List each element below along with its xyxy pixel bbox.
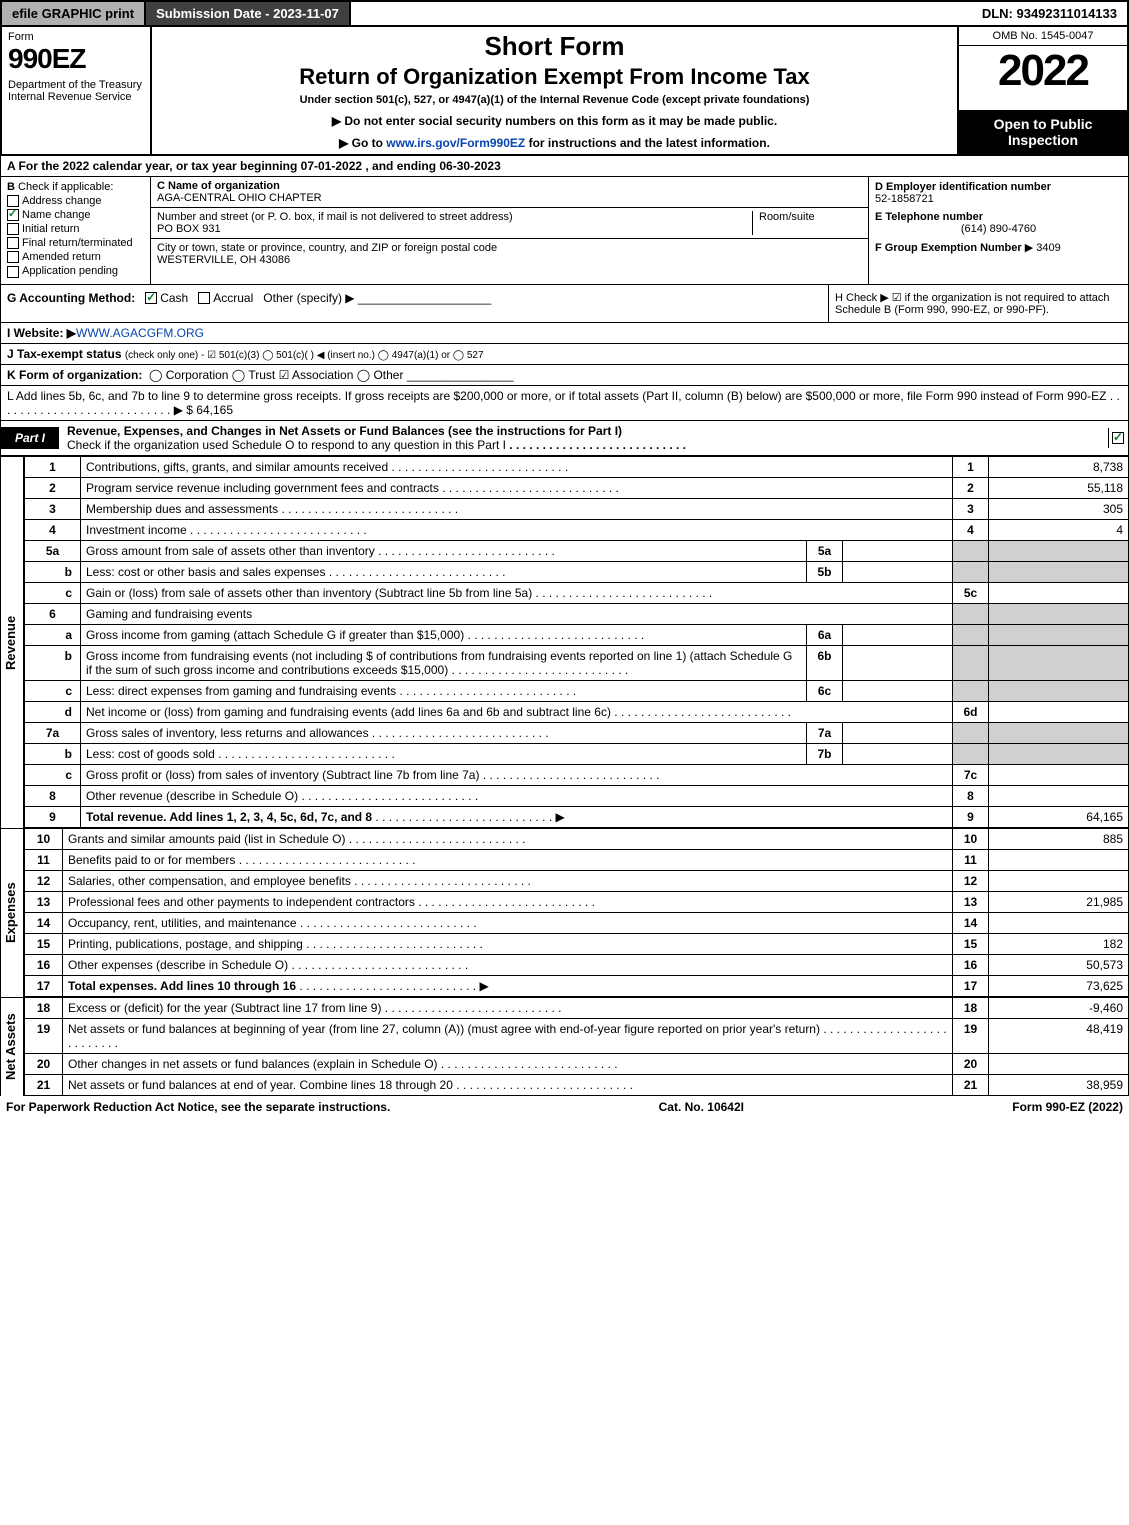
line-k: K Form of organization: ◯ Corporation ◯ … bbox=[0, 365, 1129, 386]
street: PO BOX 931 bbox=[157, 223, 221, 235]
expenses-section: Expenses 10Grants and similar amounts pa… bbox=[0, 828, 1129, 997]
table-row: 12Salaries, other compensation, and empl… bbox=[25, 870, 1129, 891]
header-left: Form 990EZ Department of the Treasury In… bbox=[2, 27, 152, 154]
irs-link[interactable]: www.irs.gov/Form990EZ bbox=[386, 136, 525, 150]
cb-accrual[interactable] bbox=[198, 292, 210, 304]
part1-schedule-o-check[interactable] bbox=[1108, 428, 1128, 448]
line-i: I Website: ▶WWW.AGACGFM.ORG bbox=[0, 323, 1129, 344]
expenses-label: Expenses bbox=[0, 828, 24, 997]
note-ssn: ▶ Do not enter social security numbers o… bbox=[156, 114, 953, 128]
table-row: 1Contributions, gifts, grants, and simil… bbox=[25, 456, 1129, 477]
table-row: 15Printing, publications, postage, and s… bbox=[25, 933, 1129, 954]
omb-number: OMB No. 1545-0047 bbox=[959, 27, 1127, 46]
form-number: 990EZ bbox=[8, 43, 144, 75]
org-name: AGA-CENTRAL OHIO CHAPTER bbox=[157, 192, 322, 204]
phone: (614) 890-4760 bbox=[875, 223, 1122, 235]
gross-receipts-value: ▶ $ 64,165 bbox=[174, 403, 233, 417]
table-row: cGross profit or (loss) from sales of in… bbox=[25, 764, 1129, 785]
block-def: D Employer identification number 52-1858… bbox=[868, 177, 1128, 284]
block-gh: G Accounting Method: Cash Accrual Other … bbox=[0, 285, 1129, 323]
cb-initial-return[interactable]: Initial return bbox=[7, 223, 144, 235]
table-row: 6Gaming and fundraising events bbox=[25, 603, 1129, 624]
dln-label: DLN: 93492311014133 bbox=[972, 2, 1127, 25]
footer-left: For Paperwork Reduction Act Notice, see … bbox=[6, 1100, 390, 1114]
ein: 52-1858721 bbox=[875, 193, 1122, 205]
line-g: G Accounting Method: Cash Accrual Other … bbox=[1, 285, 828, 322]
block-c: C Name of organizationAGA-CENTRAL OHIO C… bbox=[151, 177, 868, 284]
table-row: 3Membership dues and assessments 3305 bbox=[25, 498, 1129, 519]
netassets-table: 18Excess or (deficit) for the year (Subt… bbox=[24, 997, 1129, 1096]
table-row: cLess: direct expenses from gaming and f… bbox=[25, 680, 1129, 701]
table-row: 4Investment income 44 bbox=[25, 519, 1129, 540]
revenue-table: 1Contributions, gifts, grants, and simil… bbox=[24, 456, 1129, 828]
table-row: 21Net assets or fund balances at end of … bbox=[25, 1074, 1129, 1095]
table-row: 16Other expenses (describe in Schedule O… bbox=[25, 954, 1129, 975]
part1-header: Part I Revenue, Expenses, and Changes in… bbox=[0, 421, 1129, 456]
table-row: 18Excess or (deficit) for the year (Subt… bbox=[25, 997, 1129, 1018]
form-label: Form bbox=[8, 31, 144, 43]
inspection-badge: Open to Public Inspection bbox=[959, 110, 1127, 154]
footer-center: Cat. No. 10642I bbox=[659, 1100, 744, 1114]
table-row: 5aGross amount from sale of assets other… bbox=[25, 540, 1129, 561]
footer: For Paperwork Reduction Act Notice, see … bbox=[0, 1096, 1129, 1118]
form-header: Form 990EZ Department of the Treasury In… bbox=[0, 27, 1129, 156]
group-exemption: ▶ 3409 bbox=[1025, 242, 1061, 254]
table-row: 14Occupancy, rent, utilities, and mainte… bbox=[25, 912, 1129, 933]
table-row: 10Grants and similar amounts paid (list … bbox=[25, 828, 1129, 849]
line-h: H Check ▶ ☑ if the organization is not r… bbox=[828, 285, 1128, 322]
revenue-section: Revenue 1Contributions, gifts, grants, a… bbox=[0, 456, 1129, 828]
header-center: Short Form Return of Organization Exempt… bbox=[152, 27, 957, 154]
table-row: aGross income from gaming (attach Schedu… bbox=[25, 624, 1129, 645]
expenses-table: 10Grants and similar amounts paid (list … bbox=[24, 828, 1129, 997]
cb-cash[interactable] bbox=[145, 292, 157, 304]
table-row: 2Program service revenue including gover… bbox=[25, 477, 1129, 498]
submission-date-button[interactable]: Submission Date - 2023-11-07 bbox=[146, 2, 351, 25]
revenue-label: Revenue bbox=[0, 456, 24, 828]
block-b: B Check if applicable: Address change Na… bbox=[1, 177, 151, 284]
block-bc: B Check if applicable: Address change Na… bbox=[0, 177, 1129, 285]
cb-amended-return[interactable]: Amended return bbox=[7, 251, 144, 263]
title-main: Return of Organization Exempt From Incom… bbox=[156, 64, 953, 90]
cb-name-change[interactable]: Name change bbox=[7, 209, 144, 221]
table-row: 17Total expenses. Add lines 10 through 1… bbox=[25, 975, 1129, 996]
table-row: bLess: cost or other basis and sales exp… bbox=[25, 561, 1129, 582]
note-link: ▶ Go to www.irs.gov/Form990EZ for instru… bbox=[156, 136, 953, 150]
cb-application-pending[interactable]: Application pending bbox=[7, 265, 144, 277]
dept-label: Department of the Treasury Internal Reve… bbox=[8, 79, 144, 103]
table-row: 7aGross sales of inventory, less returns… bbox=[25, 722, 1129, 743]
table-row: dNet income or (loss) from gaming and fu… bbox=[25, 701, 1129, 722]
table-row: 8Other revenue (describe in Schedule O) … bbox=[25, 785, 1129, 806]
cb-final-return[interactable]: Final return/terminated bbox=[7, 237, 144, 249]
netassets-label: Net Assets bbox=[0, 997, 24, 1096]
table-row: bGross income from fundraising events (n… bbox=[25, 645, 1129, 680]
table-row: 20Other changes in net assets or fund ba… bbox=[25, 1053, 1129, 1074]
table-row: bLess: cost of goods sold 7b bbox=[25, 743, 1129, 764]
table-row: cGain or (loss) from sale of assets othe… bbox=[25, 582, 1129, 603]
table-row: 19Net assets or fund balances at beginni… bbox=[25, 1018, 1129, 1053]
line-a: A For the 2022 calendar year, or tax yea… bbox=[0, 156, 1129, 177]
netassets-section: Net Assets 18Excess or (deficit) for the… bbox=[0, 997, 1129, 1096]
table-row: 11Benefits paid to or for members 11 bbox=[25, 849, 1129, 870]
table-row: 9Total revenue. Add lines 1, 2, 3, 4, 5c… bbox=[25, 806, 1129, 827]
header-right: OMB No. 1545-0047 2022 Open to Public In… bbox=[957, 27, 1127, 154]
line-j: J Tax-exempt status (check only one) - ☑… bbox=[0, 344, 1129, 365]
cb-address-change[interactable]: Address change bbox=[7, 195, 144, 207]
efile-print-button[interactable]: efile GRAPHIC print bbox=[2, 2, 146, 25]
topbar: efile GRAPHIC print Submission Date - 20… bbox=[0, 0, 1129, 27]
tax-year: 2022 bbox=[959, 46, 1127, 110]
subtitle: Under section 501(c), 527, or 4947(a)(1)… bbox=[156, 94, 953, 106]
line-l: L Add lines 5b, 6c, and 7b to line 9 to … bbox=[0, 386, 1129, 421]
city: WESTERVILLE, OH 43086 bbox=[157, 254, 290, 266]
title-short-form: Short Form bbox=[156, 31, 953, 62]
website-link[interactable]: WWW.AGACGFM.ORG bbox=[76, 326, 204, 340]
table-row: 13Professional fees and other payments t… bbox=[25, 891, 1129, 912]
footer-right: Form 990-EZ (2022) bbox=[1012, 1100, 1123, 1114]
